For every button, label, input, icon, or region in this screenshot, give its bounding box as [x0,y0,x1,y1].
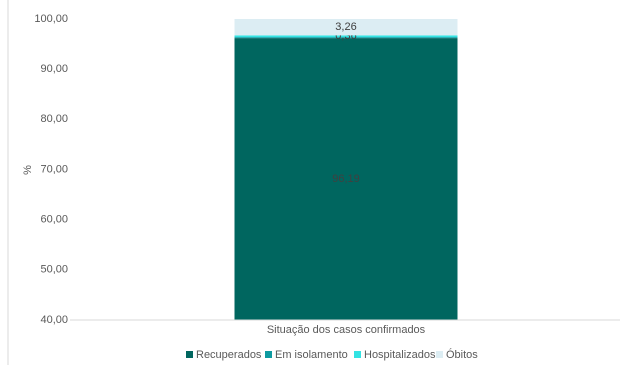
x-tick-label: Situação dos casos confirmados [267,324,426,336]
legend-label: Em isolamento [275,349,348,361]
y-tick-label: 80,00 [40,113,68,125]
bar-segment [234,35,458,38]
legend-label: Recuperados [196,349,262,361]
legend-label: Hospitalizados [364,349,436,361]
legend-swatch [436,351,443,358]
y-tick-label: 40,00 [40,314,68,326]
legend-swatch [265,351,272,358]
data-label: 96,19 [332,173,360,185]
y-tick-label: 90,00 [40,63,68,75]
y-tick-label: 60,00 [40,214,68,226]
data-label: 3,26 [335,21,356,33]
legend-swatch [186,351,193,358]
y-tick-label: 50,00 [40,264,68,276]
bar-segment [234,37,458,39]
y-axis-label: % [22,165,34,175]
y-tick-label: 100,00 [34,13,68,25]
bar-segment [234,19,458,36]
y-tick-label: 70,00 [40,163,68,175]
legend-label: Óbitos [446,348,478,361]
bar-segment [234,38,458,321]
legend-swatch [354,351,361,358]
